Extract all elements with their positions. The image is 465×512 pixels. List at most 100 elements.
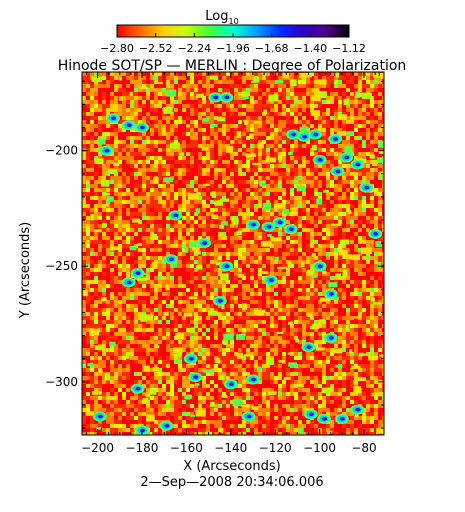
heatmap-cell xyxy=(330,96,334,100)
heatmap-cell xyxy=(174,204,178,208)
heatmap-cell xyxy=(154,184,158,188)
heatmap-cell xyxy=(158,160,162,164)
heatmap-cell xyxy=(134,200,138,204)
heatmap-cell xyxy=(350,260,354,264)
heatmap-cell xyxy=(226,228,230,232)
heatmap-cell xyxy=(382,100,384,104)
heatmap-cell xyxy=(94,268,98,272)
heatmap-cell xyxy=(294,184,298,188)
heatmap-cell xyxy=(330,148,334,152)
heatmap-cell xyxy=(194,328,198,332)
heatmap-cell xyxy=(90,92,94,96)
heatmap-cell xyxy=(170,96,174,100)
heatmap-cell xyxy=(370,252,374,256)
heatmap-cell xyxy=(298,252,302,256)
heatmap-cell xyxy=(342,300,346,304)
heatmap-cell xyxy=(86,288,90,292)
heatmap-cell xyxy=(190,228,194,232)
heatmap-cell xyxy=(370,328,374,332)
heatmap-cell xyxy=(238,156,242,160)
heatmap-cell xyxy=(202,168,206,172)
heatmap-cell xyxy=(254,292,258,296)
heatmap-cell xyxy=(378,92,382,96)
heatmap-cell xyxy=(234,284,238,288)
heatmap-cell xyxy=(242,252,246,256)
heatmap-cell xyxy=(306,316,310,320)
heatmap-cell xyxy=(170,196,174,200)
heatmap-cell xyxy=(206,332,210,336)
heatmap-cell xyxy=(118,328,122,332)
heatmap-cell xyxy=(134,292,138,296)
heatmap-cell xyxy=(134,316,138,320)
heatmap-cell xyxy=(306,108,310,112)
heatmap-cell xyxy=(118,80,122,84)
heatmap-cell xyxy=(90,196,94,200)
heatmap-cell xyxy=(310,76,314,80)
heatmap-cell xyxy=(290,100,294,104)
heatmap-cell xyxy=(318,308,322,312)
heatmap-cell xyxy=(86,116,90,120)
heatmap-cell xyxy=(186,316,190,320)
heatmap-cell xyxy=(250,88,254,92)
heatmap-cell xyxy=(182,304,186,308)
heatmap-cell xyxy=(170,300,174,304)
heatmap-cell xyxy=(330,92,334,96)
heatmap-cell xyxy=(378,312,382,316)
heatmap-cell xyxy=(158,164,162,168)
heatmap-cell xyxy=(82,272,86,276)
heatmap-cell xyxy=(254,104,258,108)
heatmap-cell xyxy=(150,328,154,332)
heatmap-cell xyxy=(134,160,138,164)
heatmap-cell xyxy=(338,320,342,324)
heatmap-cell xyxy=(82,148,86,152)
heatmap-cell xyxy=(370,308,374,312)
heatmap-cell xyxy=(354,252,358,256)
heatmap-cell xyxy=(154,112,158,116)
heatmap-cell xyxy=(350,100,354,104)
heatmap-cell xyxy=(90,260,94,264)
heatmap-cell xyxy=(278,248,282,252)
heatmap-cell xyxy=(214,88,218,92)
heatmap-cell xyxy=(106,220,110,224)
heatmap-cell xyxy=(226,252,230,256)
heatmap-cell xyxy=(222,316,226,320)
heatmap-cell xyxy=(350,92,354,96)
heatmap-cell xyxy=(206,300,210,304)
heatmap-cell xyxy=(358,172,362,176)
heatmap-cell xyxy=(122,324,126,328)
heatmap-cell xyxy=(354,272,358,276)
heatmap-cell xyxy=(350,280,354,284)
heatmap-cell xyxy=(122,176,126,180)
heatmap-cell xyxy=(258,200,262,204)
heatmap-cell xyxy=(86,312,90,316)
heatmap-cell xyxy=(330,280,334,284)
heatmap-cell xyxy=(206,232,210,236)
heatmap-cell xyxy=(278,112,282,116)
heatmap-cell xyxy=(290,96,294,100)
heatmap-cell xyxy=(126,172,130,176)
heatmap-cell xyxy=(346,128,350,132)
heatmap-cell xyxy=(218,108,222,112)
heatmap-cell xyxy=(82,220,86,224)
heatmap-cell xyxy=(382,200,384,204)
heatmap-cell xyxy=(238,212,242,216)
heatmap-cell xyxy=(154,152,158,156)
heatmap-cell xyxy=(102,228,106,232)
heatmap-cell xyxy=(226,240,230,244)
heatmap-cell xyxy=(274,232,278,236)
heatmap-cell xyxy=(294,72,298,76)
heatmap-cell xyxy=(90,220,94,224)
heatmap-cell xyxy=(322,104,326,108)
heatmap-cell xyxy=(134,244,138,248)
heatmap-cell xyxy=(266,252,270,256)
heatmap-cell xyxy=(366,276,370,280)
heatmap-cell xyxy=(94,220,98,224)
heatmap-cell xyxy=(278,88,282,92)
heatmap-cell xyxy=(338,284,342,288)
heatmap-cell xyxy=(162,192,166,196)
heatmap-cell xyxy=(118,252,122,256)
heatmap-cell xyxy=(234,80,238,84)
heatmap-cell xyxy=(146,176,150,180)
heatmap-cell xyxy=(342,208,346,212)
heatmap-cell xyxy=(122,136,126,140)
